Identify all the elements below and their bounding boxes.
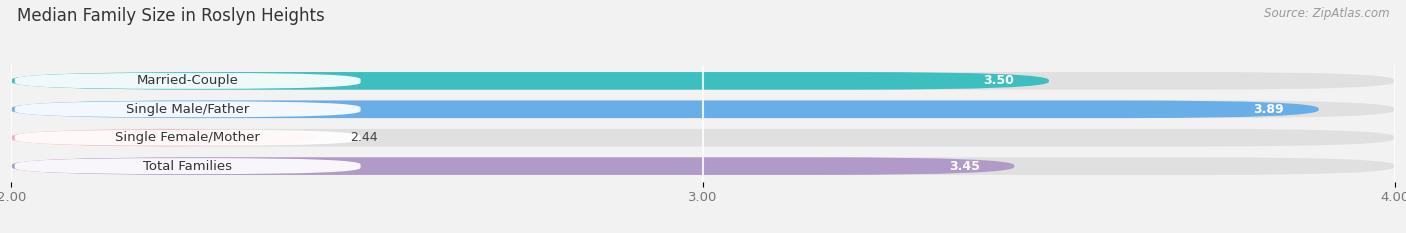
FancyBboxPatch shape <box>11 157 1395 175</box>
FancyBboxPatch shape <box>11 100 1395 118</box>
Text: Source: ZipAtlas.com: Source: ZipAtlas.com <box>1264 7 1389 20</box>
Text: 2.44: 2.44 <box>350 131 378 144</box>
Text: Married-Couple: Married-Couple <box>136 74 239 87</box>
Text: Total Families: Total Families <box>143 160 232 173</box>
Text: 3.45: 3.45 <box>949 160 980 173</box>
FancyBboxPatch shape <box>14 130 360 146</box>
Text: 3.89: 3.89 <box>1253 103 1284 116</box>
Text: 3.50: 3.50 <box>983 74 1014 87</box>
FancyBboxPatch shape <box>14 101 360 117</box>
FancyBboxPatch shape <box>11 129 1395 147</box>
FancyBboxPatch shape <box>14 73 360 89</box>
FancyBboxPatch shape <box>14 158 360 174</box>
FancyBboxPatch shape <box>11 100 1319 118</box>
FancyBboxPatch shape <box>11 157 1014 175</box>
FancyBboxPatch shape <box>11 72 1395 90</box>
Text: Single Female/Mother: Single Female/Mother <box>115 131 260 144</box>
FancyBboxPatch shape <box>11 72 1049 90</box>
Text: Single Male/Father: Single Male/Father <box>127 103 249 116</box>
Text: Median Family Size in Roslyn Heights: Median Family Size in Roslyn Heights <box>17 7 325 25</box>
FancyBboxPatch shape <box>11 129 315 147</box>
